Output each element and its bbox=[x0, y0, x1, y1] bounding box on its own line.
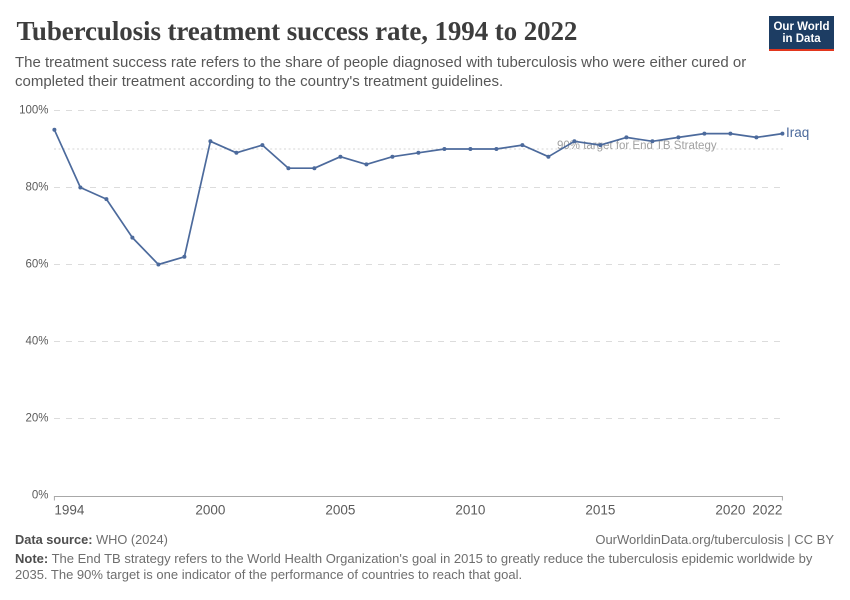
svg-text:2020: 2020 bbox=[715, 503, 745, 518]
svg-text:40%: 40% bbox=[25, 336, 48, 348]
svg-text:2000: 2000 bbox=[195, 503, 225, 518]
svg-text:100%: 100% bbox=[19, 105, 48, 117]
svg-text:2022: 2022 bbox=[752, 503, 782, 518]
svg-text:2005: 2005 bbox=[325, 503, 355, 518]
svg-text:2015: 2015 bbox=[585, 503, 615, 518]
svg-text:90% target for End TB Strategy: 90% target for End TB Strategy bbox=[557, 140, 717, 152]
svg-text:Iraq: Iraq bbox=[786, 125, 809, 140]
svg-text:0%: 0% bbox=[32, 490, 49, 502]
svg-text:2010: 2010 bbox=[455, 503, 485, 518]
svg-text:60%: 60% bbox=[25, 259, 48, 271]
svg-text:20%: 20% bbox=[25, 413, 48, 425]
svg-text:1994: 1994 bbox=[54, 503, 85, 518]
svg-text:80%: 80% bbox=[25, 182, 48, 194]
